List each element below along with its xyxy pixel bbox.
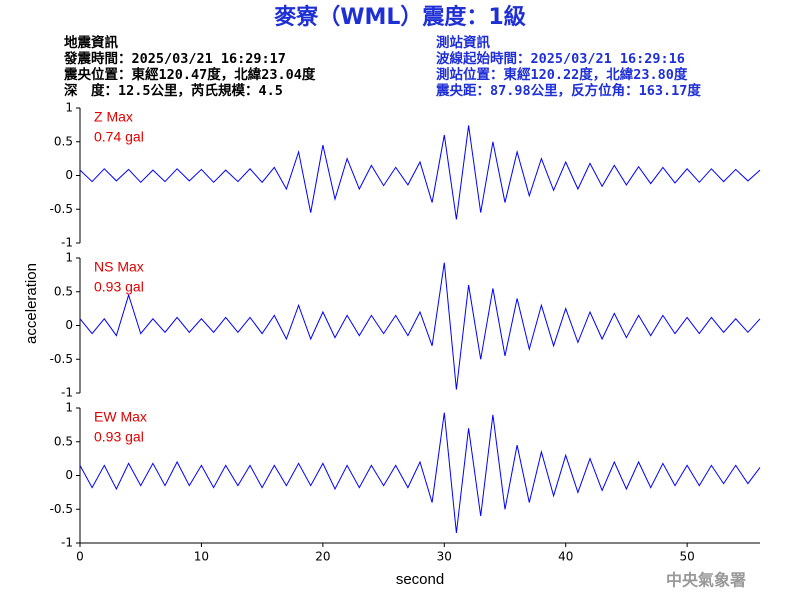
x-tick-label: 0 xyxy=(76,550,84,564)
y-tick-label: -0.5 xyxy=(50,502,73,516)
y-tick-label: 1 xyxy=(65,401,73,415)
y-tick-label: 0.5 xyxy=(54,134,73,148)
info-line: 深 度：12.5公里，芮氏規模：4.5 xyxy=(64,82,283,99)
info-line: 波線起始時間：2025/03/21 16:29:16 xyxy=(436,50,685,67)
info-line: 測站位置：東經120.22度，北緯23.80度 xyxy=(436,66,688,83)
info-line: 地震資訊 xyxy=(64,34,118,51)
x-tick-label: 30 xyxy=(437,550,452,564)
y-tick-label: 0 xyxy=(65,168,73,182)
y-tick-label: 1 xyxy=(65,101,73,115)
y-axis-label: acceleration xyxy=(23,263,40,344)
x-tick-label: 40 xyxy=(558,550,573,564)
annotation: EW Max xyxy=(94,409,147,425)
y-tick-label: 1 xyxy=(65,251,73,265)
y-tick-label: -1 xyxy=(61,536,73,550)
y-tick-label: -0.5 xyxy=(50,202,73,216)
x-tick-label: 50 xyxy=(680,550,695,564)
y-tick-label: -0.5 xyxy=(50,352,73,366)
y-tick-label: 0 xyxy=(65,468,73,482)
annotation: 0.93 gal xyxy=(94,429,144,445)
x-axis-label: second xyxy=(396,571,444,588)
info-line: 測站資訊 xyxy=(436,34,490,51)
info-line: 發震時間：2025/03/21 16:29:17 xyxy=(63,50,286,67)
annotation: 0.74 gal xyxy=(94,129,144,145)
y-tick-label: -1 xyxy=(61,386,73,400)
trace xyxy=(79,125,761,220)
footer: 中央氣象署 xyxy=(666,571,746,590)
info-line: 震央位置：東經120.47度，北緯23.04度 xyxy=(63,66,316,83)
annotation: NS Max xyxy=(94,259,144,275)
annotation: 0.93 gal xyxy=(94,279,144,295)
info-line: 震央距：87.98公里，反方位角：163.17度 xyxy=(435,82,701,99)
y-tick-label: 0.5 xyxy=(54,284,73,298)
annotation: Z Max xyxy=(94,109,133,125)
x-tick-label: 20 xyxy=(315,550,330,564)
x-tick-label: 10 xyxy=(194,550,209,564)
y-tick-label: -1 xyxy=(61,236,73,250)
y-tick-label: 0 xyxy=(65,318,73,332)
trace xyxy=(79,262,761,390)
y-tick-label: 0.5 xyxy=(54,434,73,448)
title: 麥寮（WML）震度：1級 xyxy=(273,4,526,30)
trace xyxy=(79,412,761,533)
